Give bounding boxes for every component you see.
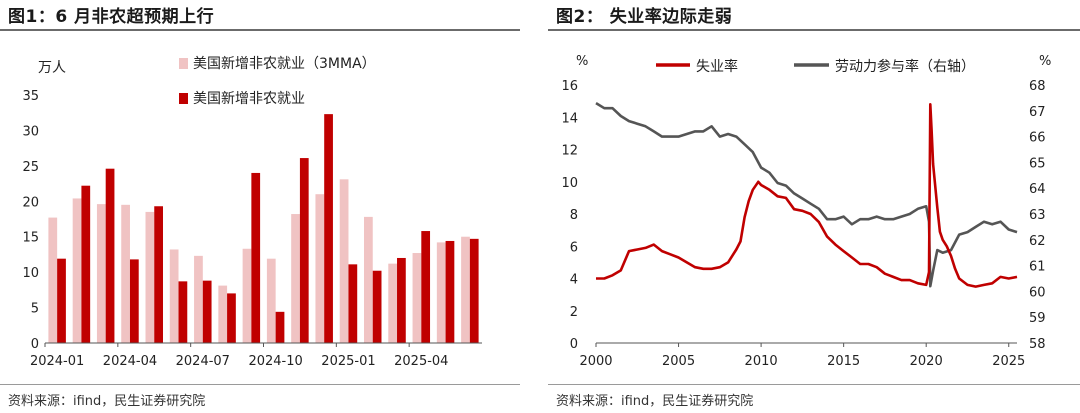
bar bbox=[421, 231, 431, 343]
left-y-tick-label: 8 bbox=[570, 208, 578, 223]
y-tick-label: 20 bbox=[22, 195, 39, 210]
x-tick-label: 2025-01 bbox=[321, 354, 375, 369]
unemployment-line-chart: % %02468101214165859606162636465666768200… bbox=[561, 54, 1051, 369]
right-y-tick-label: 60 bbox=[1029, 285, 1046, 300]
left-y-tick-label: 10 bbox=[561, 176, 578, 191]
bar bbox=[81, 185, 91, 343]
left-y-tick-label: 14 bbox=[561, 111, 578, 126]
bar bbox=[242, 248, 252, 343]
y-tick-label: 5 bbox=[31, 302, 39, 317]
figure-2-top-rule bbox=[548, 29, 1080, 31]
bar bbox=[96, 204, 106, 343]
y-tick-label: 15 bbox=[22, 231, 39, 246]
x-tick-label: 2025 bbox=[992, 354, 1025, 369]
left-y-tick-label: 16 bbox=[561, 79, 578, 94]
bar bbox=[178, 281, 188, 343]
bar bbox=[388, 263, 398, 343]
y-tick-label: 35 bbox=[22, 89, 39, 104]
legend-swatch bbox=[179, 93, 188, 104]
legend-label: 劳动力参与率（右轴） bbox=[835, 58, 975, 75]
bar bbox=[227, 293, 236, 343]
right-y-tick-label: 64 bbox=[1029, 182, 1046, 197]
bar bbox=[315, 194, 325, 343]
nonfarm-bar-chart: 万人 0 5 10 15 20 25 30 35 美国新增非农就业（3MMA） 美国新增非农就业 20… bbox=[22, 56, 482, 369]
bar bbox=[436, 242, 446, 343]
figure-2-title: 图2： 失业率边际走弱 bbox=[556, 7, 733, 27]
right-y-tick-label: 61 bbox=[1029, 260, 1046, 275]
bar bbox=[275, 311, 285, 343]
bar bbox=[202, 280, 212, 343]
bar bbox=[48, 217, 58, 343]
y-tick-label: 30 bbox=[22, 124, 39, 139]
x-tick-label: 2024-04 bbox=[103, 354, 157, 369]
right-y-tick-label: 59 bbox=[1029, 311, 1046, 326]
figure-1-bottom-rule bbox=[0, 384, 520, 385]
figure-2-bottom-rule bbox=[548, 384, 1080, 385]
bar bbox=[266, 258, 276, 343]
bar bbox=[121, 204, 130, 343]
legend-label: 美国新增非农就业（3MMA） bbox=[193, 56, 376, 72]
x-tick-label: 2024-01 bbox=[30, 354, 84, 369]
bar bbox=[169, 249, 179, 343]
right-y-tick-label: 68 bbox=[1029, 79, 1046, 94]
right-y-tick-label: 65 bbox=[1029, 156, 1046, 171]
left-y-tick-label: 0 bbox=[570, 337, 578, 352]
bar bbox=[154, 206, 163, 343]
bar bbox=[194, 255, 203, 343]
right-y-tick-label: 58 bbox=[1029, 337, 1046, 352]
bar bbox=[461, 236, 470, 343]
y-unit-label: 万人 bbox=[38, 60, 66, 76]
bar bbox=[372, 270, 382, 343]
right-y-tick-label: 62 bbox=[1029, 234, 1046, 249]
x-tick-label: 2005 bbox=[662, 354, 695, 369]
left-axis-unit: % bbox=[576, 54, 588, 69]
x-tick-label: 2024-07 bbox=[176, 354, 230, 369]
figure-1-top-rule bbox=[0, 29, 520, 31]
bar bbox=[469, 238, 479, 343]
figure-1-panel: 图1：6 月非农超预期上行 万人 0 5 10 15 20 25 30 35 美国新增非农就业（3… bbox=[0, 0, 520, 413]
left-y-tick-label: 12 bbox=[561, 144, 578, 159]
bar bbox=[251, 172, 261, 343]
bar bbox=[339, 179, 349, 343]
participation-rate-line bbox=[595, 101, 1018, 288]
x-tick-label: 2010 bbox=[745, 354, 778, 369]
x-tick-label: 2024-10 bbox=[248, 354, 302, 369]
bar bbox=[299, 158, 309, 343]
legend-swatch bbox=[179, 58, 188, 69]
y-tick-label: 0 bbox=[31, 337, 39, 352]
legend-label: 失业率 bbox=[696, 58, 738, 75]
x-tick-label: 2025-04 bbox=[394, 354, 448, 369]
bar bbox=[145, 211, 155, 343]
right-y-tick-label: 67 bbox=[1029, 105, 1046, 120]
figure-2-source: 资料来源：ifind，民生证券研究院 bbox=[556, 394, 754, 409]
bar bbox=[57, 258, 66, 343]
bar bbox=[364, 216, 373, 343]
right-axis-unit: % bbox=[1039, 54, 1051, 69]
bar bbox=[218, 285, 228, 343]
figure-2-panel: 图2： 失业率边际走弱 %% 0 2 4 6 8 10 12 14 16 58 59 60 61 62 63 6… bbox=[548, 0, 1080, 413]
x-tick-label: 2020 bbox=[910, 354, 943, 369]
y-tick-label: 10 bbox=[22, 266, 39, 281]
bar bbox=[412, 253, 422, 343]
right-y-tick-label: 63 bbox=[1029, 208, 1046, 223]
left-y-tick-label: 4 bbox=[570, 273, 578, 288]
figure-1-source: 资料来源：ifind，民生证券研究院 bbox=[8, 394, 206, 409]
right-y-tick-label: 66 bbox=[1029, 131, 1046, 146]
x-tick-label: 2015 bbox=[827, 354, 860, 369]
unemployment-rate-line bbox=[596, 103, 1018, 288]
left-y-tick-label: 6 bbox=[570, 240, 578, 255]
bar bbox=[129, 259, 139, 343]
left-y-tick-label: 2 bbox=[570, 305, 578, 320]
bar bbox=[72, 198, 82, 343]
bar bbox=[445, 240, 455, 343]
bar bbox=[397, 257, 406, 343]
bar bbox=[324, 114, 333, 343]
y-tick-label: 25 bbox=[22, 160, 39, 175]
figure-1-title: 图1：6 月非农超预期上行 bbox=[8, 7, 215, 27]
bar bbox=[348, 264, 358, 343]
x-tick-label: 2000 bbox=[579, 354, 612, 369]
legend-label: 美国新增非农就业 bbox=[193, 91, 305, 107]
bar bbox=[105, 168, 115, 343]
bar bbox=[291, 214, 300, 343]
